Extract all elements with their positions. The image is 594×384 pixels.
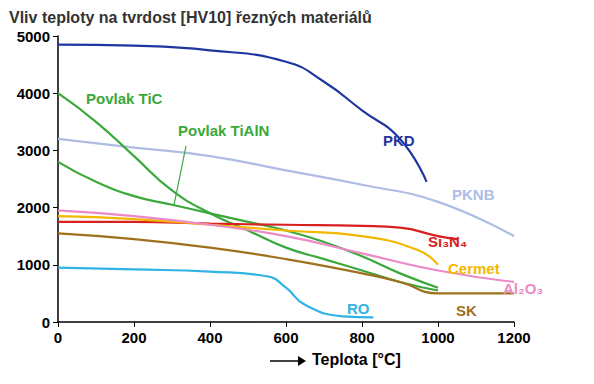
svg-text:Cermet: Cermet — [448, 260, 500, 277]
svg-text:4000: 4000 — [17, 85, 50, 102]
svg-text:Al₂O₃: Al₂O₃ — [503, 280, 543, 297]
svg-text:600: 600 — [273, 329, 298, 346]
svg-text:Povlak TiC: Povlak TiC — [86, 90, 163, 107]
svg-text:2000: 2000 — [17, 199, 50, 216]
svg-text:3000: 3000 — [17, 142, 50, 159]
svg-text:1200: 1200 — [497, 329, 530, 346]
svg-text:1000: 1000 — [17, 256, 50, 273]
svg-text:200: 200 — [121, 329, 146, 346]
svg-text:PKNB: PKNB — [452, 186, 495, 203]
svg-text:Vliv teploty na tvrdost [HV10]: Vliv teploty na tvrdost [HV10] řezných m… — [9, 9, 372, 26]
svg-text:1000: 1000 — [421, 329, 454, 346]
svg-text:400: 400 — [197, 329, 222, 346]
svg-text:PKD: PKD — [383, 132, 415, 149]
svg-text:800: 800 — [349, 329, 374, 346]
svg-text:5000: 5000 — [17, 28, 50, 45]
svg-text:Povlak TiAlN: Povlak TiAlN — [178, 122, 269, 139]
svg-text:0: 0 — [42, 314, 50, 331]
svg-text:RO: RO — [347, 300, 370, 317]
svg-text:Teplota [°C]: Teplota [°C] — [312, 351, 401, 368]
svg-text:Si₃N₄: Si₃N₄ — [428, 233, 467, 250]
svg-text:SK: SK — [456, 302, 477, 319]
svg-text:0: 0 — [54, 329, 62, 346]
